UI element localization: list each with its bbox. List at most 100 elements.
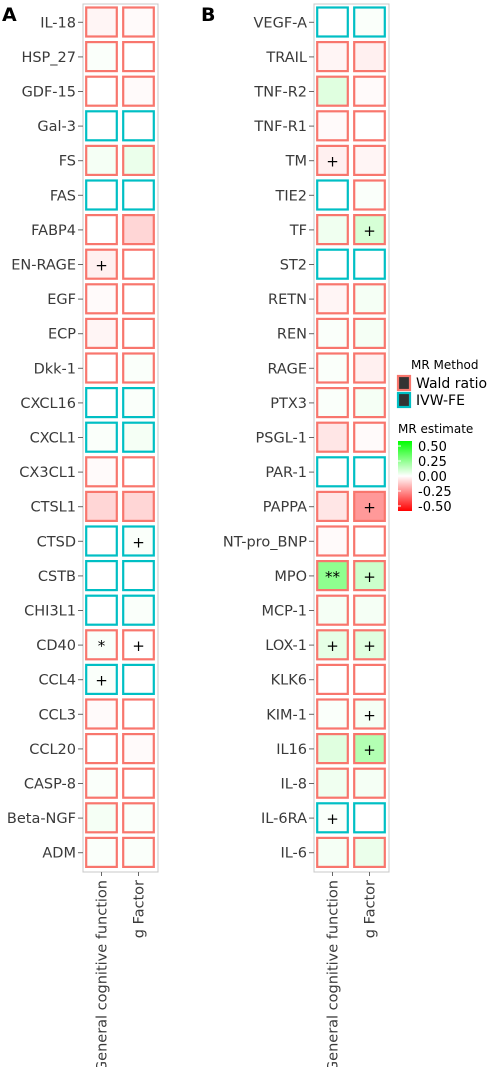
heatmap-cell (85, 317, 118, 349)
heatmap-cell (316, 594, 349, 626)
column-label: General cognitive function (95, 880, 111, 1067)
heatmap-cell (316, 663, 349, 696)
legend-mr-estimate: MR estimate 0.50 0.25 0.00 -0.25 -0.50 (398, 422, 473, 515)
heatmap-cell (353, 421, 386, 453)
heatmap-cell (122, 490, 155, 522)
row-label: CSTB (38, 569, 76, 585)
row-label: LOX-1 (265, 638, 307, 654)
heatmap-cell (353, 75, 386, 107)
heatmap-cell (353, 629, 386, 661)
significance-marker: + (95, 257, 108, 275)
heatmap-cell (122, 629, 155, 661)
heatmap-cell (316, 698, 349, 730)
row-label: TNF-R1 (253, 119, 307, 135)
heatmap-cell (316, 75, 349, 107)
heatmap-cell (316, 525, 349, 557)
heatmap-cell (85, 663, 118, 696)
column-label: g Factor (132, 880, 148, 938)
row-label: GDF-15 (22, 85, 76, 101)
heatmap-cell (316, 40, 349, 73)
row-label: FS (59, 154, 76, 170)
heatmap-cell (85, 732, 118, 765)
heatmap-cell (316, 421, 349, 453)
legend-wald-ratio-key (396, 374, 412, 392)
row-label: ADM (42, 846, 76, 862)
heatmap-cell (85, 352, 118, 384)
row-label: Beta-NGF (7, 811, 76, 827)
column-label: g Factor (363, 880, 379, 938)
heatmap-cell (353, 6, 386, 38)
row-label: CCL3 (38, 707, 76, 723)
heatmap-cell (353, 836, 386, 869)
heatmap-cell (85, 75, 118, 107)
column-label: General cognitive function (326, 880, 342, 1067)
row-label: CTSL1 (31, 500, 77, 516)
heatmap-cell (353, 559, 386, 592)
significance-marker: ** (325, 568, 341, 586)
heatmap-cell (85, 179, 118, 211)
heatmap-cell (316, 559, 349, 592)
row-label: CXCL16 (20, 396, 76, 412)
heatmap-cell (122, 836, 155, 869)
heatmap-cell (85, 110, 118, 142)
significance-marker: + (326, 810, 339, 828)
heatmap-cell (353, 767, 386, 799)
heatmap-cell (316, 179, 349, 211)
heatmap-cell (85, 387, 118, 419)
heatmap-cell (316, 283, 349, 315)
legend-mr-method: MR Method Wald ratio IVW-FE (396, 358, 487, 409)
heatmap-cell (353, 594, 386, 626)
row-label: CHI3L1 (24, 604, 76, 620)
heatmap-cell (85, 421, 118, 453)
heatmap-cell (122, 802, 155, 834)
heatmap-cell (85, 248, 118, 280)
heatmap-cell (316, 317, 349, 349)
heatmap-cell (122, 6, 155, 38)
heatmap-cell (316, 490, 349, 522)
row-label: IL-6RA (261, 811, 307, 827)
heatmap-cell (122, 248, 155, 280)
heatmap-cell (122, 456, 155, 488)
heatmap-cell (122, 214, 155, 246)
panel-b-heatmap: VEGF-A TRAIL TNF-R2 TNF-R1 TM + TIE2 TF + ST2 RETN… (223, 3, 390, 1067)
legend-wald-ratio-label: Wald ratio (416, 376, 487, 392)
row-label: IL-6 (280, 846, 307, 862)
row-label: RETN (268, 292, 307, 308)
row-label: KLK6 (271, 673, 307, 689)
heatmap-cell (85, 214, 118, 246)
heatmap-cell (316, 802, 349, 834)
colorbar-tick-label: 0.00 (418, 470, 447, 485)
row-label: PAR-1 (265, 465, 307, 481)
heatmap-cell (353, 525, 386, 557)
heatmap-cell (85, 456, 118, 488)
row-label: IL-8 (280, 777, 307, 793)
heatmap-cell (353, 317, 386, 349)
heatmap-cell (85, 144, 118, 176)
legend-ivw-fe-key (396, 391, 412, 409)
significance-marker: + (326, 153, 339, 171)
heatmap-cell (353, 802, 386, 834)
heatmap-cell (316, 836, 349, 869)
significance-marker: + (363, 706, 376, 724)
heatmap-cell (122, 144, 155, 176)
heatmap-cell (316, 248, 349, 280)
row-label: TNF-R2 (253, 85, 307, 101)
heatmap-cell (353, 698, 386, 730)
heatmap-cell (353, 352, 386, 384)
heatmap-cell (316, 732, 349, 765)
heatmap-cell (122, 283, 155, 315)
row-label: FABP4 (31, 223, 76, 239)
heatmap-cell (316, 352, 349, 384)
heatmap-cell (85, 629, 118, 661)
heatmap-cell (122, 75, 155, 107)
heatmap-cell (353, 663, 386, 696)
heatmap-cell (122, 421, 155, 453)
row-label: PSGL-1 (256, 431, 307, 447)
heatmap-cell (85, 836, 118, 869)
significance-marker: + (95, 672, 108, 690)
legend-method-title: MR Method (411, 358, 479, 372)
row-label: REN (277, 327, 307, 343)
row-label: PAPPA (263, 500, 307, 516)
colorbar-tick-label: 0.25 (418, 455, 447, 470)
heatmap-cell (122, 767, 155, 799)
